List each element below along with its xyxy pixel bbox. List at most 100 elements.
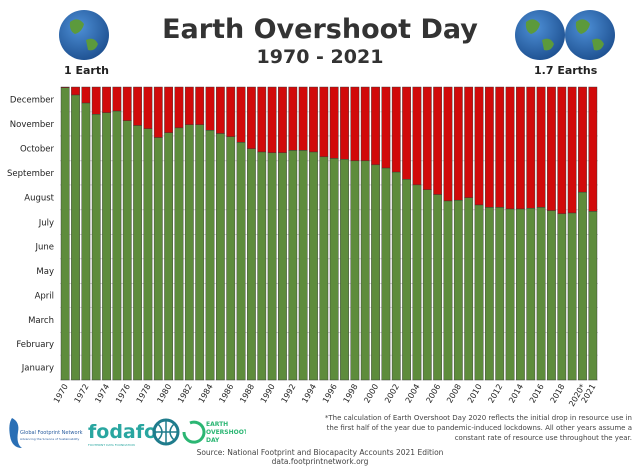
bar-overshoot-2010 — [474, 86, 484, 206]
bar-overshoot-1986 — [226, 86, 236, 137]
bar-overshoot-1994 — [309, 86, 318, 153]
bar-2006 — [433, 194, 443, 381]
x-tick-label: 1996 — [321, 383, 339, 405]
bar-2015 — [526, 208, 536, 381]
x-tick-label: 2002 — [383, 383, 401, 405]
x-tick-label: 1994 — [300, 383, 318, 405]
globe-icon-right-partial — [565, 10, 615, 60]
bar-overshoot-2020 — [578, 86, 587, 193]
bar-overshoot-1998 — [350, 86, 360, 162]
bar-1977 — [133, 125, 142, 381]
x-tick-label: 1992 — [280, 383, 298, 405]
bar-overshoot-2012 — [495, 86, 505, 208]
bar-1997 — [340, 159, 349, 381]
bar-1985 — [215, 133, 225, 381]
chart-subtitle: 1970 - 2021 — [256, 46, 384, 68]
bar-overshoot-1983 — [195, 86, 205, 125]
y-tick-label: August — [24, 193, 54, 203]
bar-2013 — [505, 208, 515, 381]
bar-1983 — [195, 124, 205, 381]
y-tick-label: January — [21, 364, 54, 374]
bar-overshoot-2008 — [453, 86, 463, 201]
bar-overshoot-2021 — [588, 86, 598, 212]
chart-title: Earth Overshoot Day — [162, 14, 478, 45]
source-url[interactable]: data.footprintnetwork.org — [271, 457, 369, 466]
bar-1973 — [91, 114, 101, 381]
bar-1978 — [143, 128, 153, 381]
globes — [59, 10, 615, 60]
bar-overshoot-2018 — [557, 86, 567, 215]
x-tick-label: 2000 — [362, 383, 380, 405]
x-tick-label: 1974 — [93, 383, 111, 405]
bar-1986 — [226, 136, 236, 381]
bar-1989 — [257, 151, 267, 381]
earth-overshoot-day-logo: EARTH OVERSHOOT DAY — [152, 418, 246, 446]
bar-2017 — [547, 210, 556, 381]
bar-overshoot-2003 — [402, 86, 411, 180]
x-tick-label: 2018 — [549, 383, 567, 405]
x-tick-label: 1980 — [155, 383, 173, 405]
bar-overshoot-2014 — [516, 86, 525, 210]
bar-overshoot-1978 — [143, 86, 153, 129]
bar-overshoot-1981 — [174, 86, 184, 129]
bar-2005 — [422, 189, 432, 381]
bar-1970 — [60, 87, 70, 381]
earths-label: 1.7 Earths — [534, 64, 598, 77]
bar-overshoot-1977 — [133, 86, 142, 126]
bar-1975 — [112, 110, 122, 381]
x-tick-label: 1978 — [135, 383, 153, 405]
svg-text:DAY: DAY — [206, 437, 220, 444]
x-tick-label: 1990 — [259, 383, 277, 405]
bar-2018 — [557, 213, 567, 381]
y-tick-label: May — [36, 267, 54, 277]
bar-overshoot-1996 — [329, 86, 339, 159]
bar-overshoot-1979 — [153, 86, 163, 138]
bar-2011 — [484, 207, 494, 381]
bar-1987 — [236, 142, 246, 381]
bar-overshoot-1995 — [319, 86, 329, 158]
bar-2002 — [391, 171, 401, 381]
bar-overshoot-2001 — [381, 86, 391, 169]
bar-2021 — [588, 211, 598, 381]
bar-1981 — [174, 127, 184, 381]
x-tick-label: 1984 — [197, 383, 215, 405]
bar-2012 — [495, 207, 505, 381]
x-tick-label: 1998 — [342, 383, 360, 405]
bar-1974 — [102, 112, 111, 381]
bar-1971 — [71, 94, 80, 381]
bar-1988 — [247, 148, 256, 381]
x-tick-label: 2006 — [424, 383, 442, 405]
bar-1982 — [184, 124, 194, 381]
bar-overshoot-1972 — [81, 86, 91, 104]
bar-2004 — [412, 184, 422, 381]
bar-2016 — [536, 207, 546, 381]
bar-1994 — [309, 151, 318, 381]
bar-2009 — [464, 197, 474, 381]
bar-overshoot-1974 — [102, 86, 111, 113]
logos: Global Footprint Network Advancing the S… — [9, 418, 246, 448]
x-tick-label: 2010 — [466, 383, 484, 405]
bar-overshoot-1993 — [298, 86, 308, 151]
y-tick-label: February — [16, 340, 54, 350]
x-tick-label: 2012 — [486, 383, 504, 405]
gfn-logo-text: Global Footprint Network — [20, 430, 83, 436]
bar-overshoot-1987 — [236, 86, 246, 143]
bar-2010 — [474, 204, 484, 381]
bar-1980 — [164, 132, 174, 381]
bar-overshoot-1992 — [288, 86, 298, 151]
bar-overshoot-1999 — [360, 86, 370, 162]
x-tick-label: 1986 — [217, 383, 235, 405]
bar-1979 — [153, 137, 163, 381]
bar-2007 — [443, 200, 453, 381]
bar-1976 — [122, 120, 132, 381]
x-tick-label: 2014 — [507, 383, 525, 405]
bar-overshoot-2019 — [567, 86, 577, 214]
svg-text:Advancing the Science of Susta: Advancing the Science of Sustainability — [20, 437, 80, 441]
overshoot-chart: January February March April May June July Augu… — [7, 86, 598, 408]
bar-2008 — [453, 199, 463, 381]
bar-overshoot-2009 — [464, 86, 474, 198]
bar-overshoot-2013 — [505, 86, 515, 210]
bar-overshoot-2007 — [443, 86, 453, 202]
bar-2014 — [516, 208, 525, 381]
y-tick-label: September — [7, 169, 54, 179]
